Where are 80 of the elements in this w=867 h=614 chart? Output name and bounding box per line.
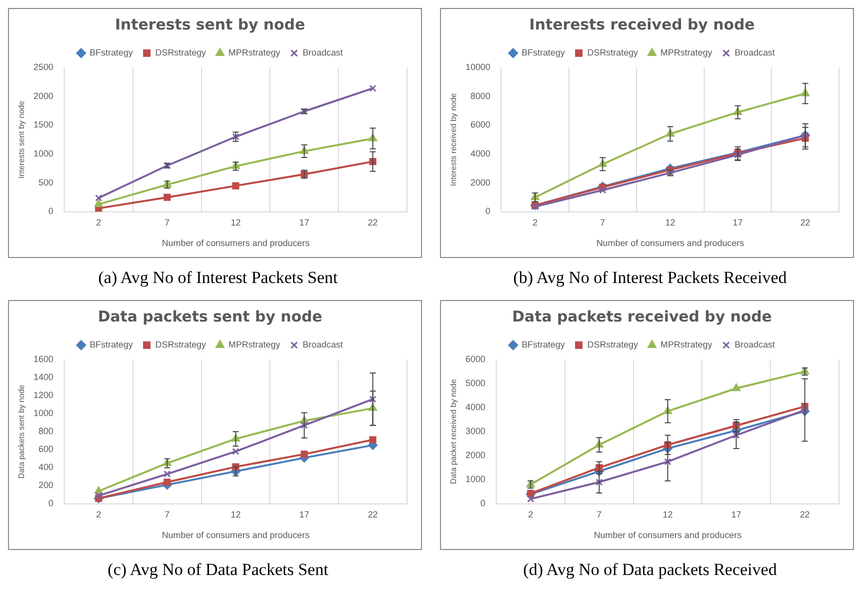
x-tick-label: 2 bbox=[96, 218, 102, 228]
y-tick-label: 1500 bbox=[33, 120, 54, 130]
y-tick-label: 0 bbox=[48, 206, 54, 216]
x-tick-label: 12 bbox=[665, 218, 676, 228]
x-tick-label: 22 bbox=[800, 218, 810, 228]
y-tick-label: 600 bbox=[38, 444, 54, 454]
y-tick-label: 5000 bbox=[465, 378, 486, 388]
chart-title: Interests sent by node bbox=[114, 16, 306, 34]
y-tick-label: 1600 bbox=[33, 354, 54, 364]
x-tick-label: 7 bbox=[164, 510, 170, 520]
chart-title: Data packets sent by node bbox=[98, 308, 322, 326]
y-tick-label: 1000 bbox=[33, 148, 54, 159]
legend-label: Broadcast bbox=[734, 340, 776, 350]
y-tick-label: 1400 bbox=[33, 372, 54, 382]
legend-label: Broadcast bbox=[734, 48, 776, 58]
text: (a) Avg No of Interest Packets Sent bbox=[97, 268, 339, 288]
y-tick-label: 400 bbox=[38, 462, 54, 472]
x-tick-label: 17 bbox=[299, 218, 310, 228]
y-tick-label: 6000 bbox=[465, 354, 486, 364]
legend-label: MPRstrategy bbox=[660, 340, 713, 350]
y-axis-title: Interests received by node bbox=[448, 92, 458, 186]
legend-label: BFstrategy bbox=[90, 340, 134, 350]
chart-title: Interests received by node bbox=[529, 16, 755, 34]
x-axis-title: Number of consumers and producers bbox=[596, 238, 745, 248]
x-tick-label: 17 bbox=[299, 510, 310, 520]
y-tick-label: 2000 bbox=[33, 90, 54, 101]
legend-label: BFstrategy bbox=[522, 340, 566, 350]
y-tick-label: 800 bbox=[38, 426, 54, 436]
y-tick-label: 2500 bbox=[33, 62, 54, 72]
x-tick-label: 12 bbox=[662, 510, 673, 520]
x-tick-label: 2 bbox=[96, 510, 102, 520]
legend-label: BFstrategy bbox=[522, 48, 566, 58]
y-axis-title: Data packet received by node bbox=[448, 378, 458, 484]
y-tick-label: 4000 bbox=[465, 402, 486, 412]
x-axis-title: Number of consumers and producers bbox=[594, 530, 742, 540]
legend-label: DSRstrategy bbox=[587, 48, 639, 58]
legend-label: DSRstrategy bbox=[155, 340, 207, 350]
x-tick-label: 7 bbox=[600, 218, 606, 228]
x-tick-label: 7 bbox=[164, 218, 170, 228]
x-tick-label: 12 bbox=[230, 510, 241, 520]
x-axis-title: Number of consumers and producers bbox=[162, 530, 310, 540]
y-tick-label: 2000 bbox=[465, 450, 486, 460]
legend-label: DSRstrategy bbox=[587, 340, 639, 350]
legend-label: BFstrategy bbox=[90, 48, 134, 58]
text: (c) Avg No of Data Packets Sent bbox=[106, 560, 330, 580]
x-tick-label: 12 bbox=[230, 218, 241, 228]
legend-label: Broadcast bbox=[302, 340, 344, 350]
x-tick-label: 17 bbox=[732, 218, 743, 228]
x-axis-title: Number of consumers and producers bbox=[162, 238, 310, 248]
x-tick-label: 22 bbox=[800, 510, 810, 520]
legend-label: Broadcast bbox=[302, 48, 344, 58]
text: (b) Avg No of Interest Packets Received bbox=[512, 268, 788, 288]
y-tick-label: 1200 bbox=[33, 390, 54, 400]
chart-title: Data packets received by node bbox=[512, 308, 772, 326]
y-tick-label: 200 bbox=[38, 480, 54, 490]
y-tick-label: 1000 bbox=[33, 408, 54, 418]
legend-label: MPRstrategy bbox=[228, 48, 281, 58]
text: (d) Avg No of Data packets Received bbox=[522, 560, 778, 580]
x-tick-label: 22 bbox=[368, 510, 378, 520]
y-tick-label: 0 bbox=[485, 206, 490, 216]
y-tick-label: 3000 bbox=[465, 426, 486, 436]
y-tick-label: 6000 bbox=[470, 120, 490, 130]
y-axis-title: Data packets sent by node bbox=[16, 384, 26, 479]
legend-label: DSRstrategy bbox=[155, 48, 207, 58]
x-tick-label: 7 bbox=[596, 510, 602, 520]
y-tick-label: 10000 bbox=[465, 62, 490, 72]
x-tick-label: 22 bbox=[368, 218, 378, 228]
y-tick-label: 8000 bbox=[470, 90, 490, 101]
legend-label: MPRstrategy bbox=[660, 48, 713, 58]
y-axis-title: Interests sent by node bbox=[16, 100, 26, 179]
y-tick-label: 4000 bbox=[470, 148, 490, 159]
y-tick-label: 0 bbox=[48, 498, 54, 508]
y-tick-label: 1000 bbox=[465, 474, 486, 484]
x-tick-label: 17 bbox=[731, 510, 742, 520]
y-tick-label: 2000 bbox=[470, 177, 490, 188]
y-tick-label: 500 bbox=[38, 177, 54, 188]
x-tick-label: 2 bbox=[528, 510, 534, 520]
legend-label: MPRstrategy bbox=[228, 340, 281, 350]
y-tick-label: 0 bbox=[480, 498, 486, 508]
x-tick-label: 2 bbox=[532, 218, 538, 228]
